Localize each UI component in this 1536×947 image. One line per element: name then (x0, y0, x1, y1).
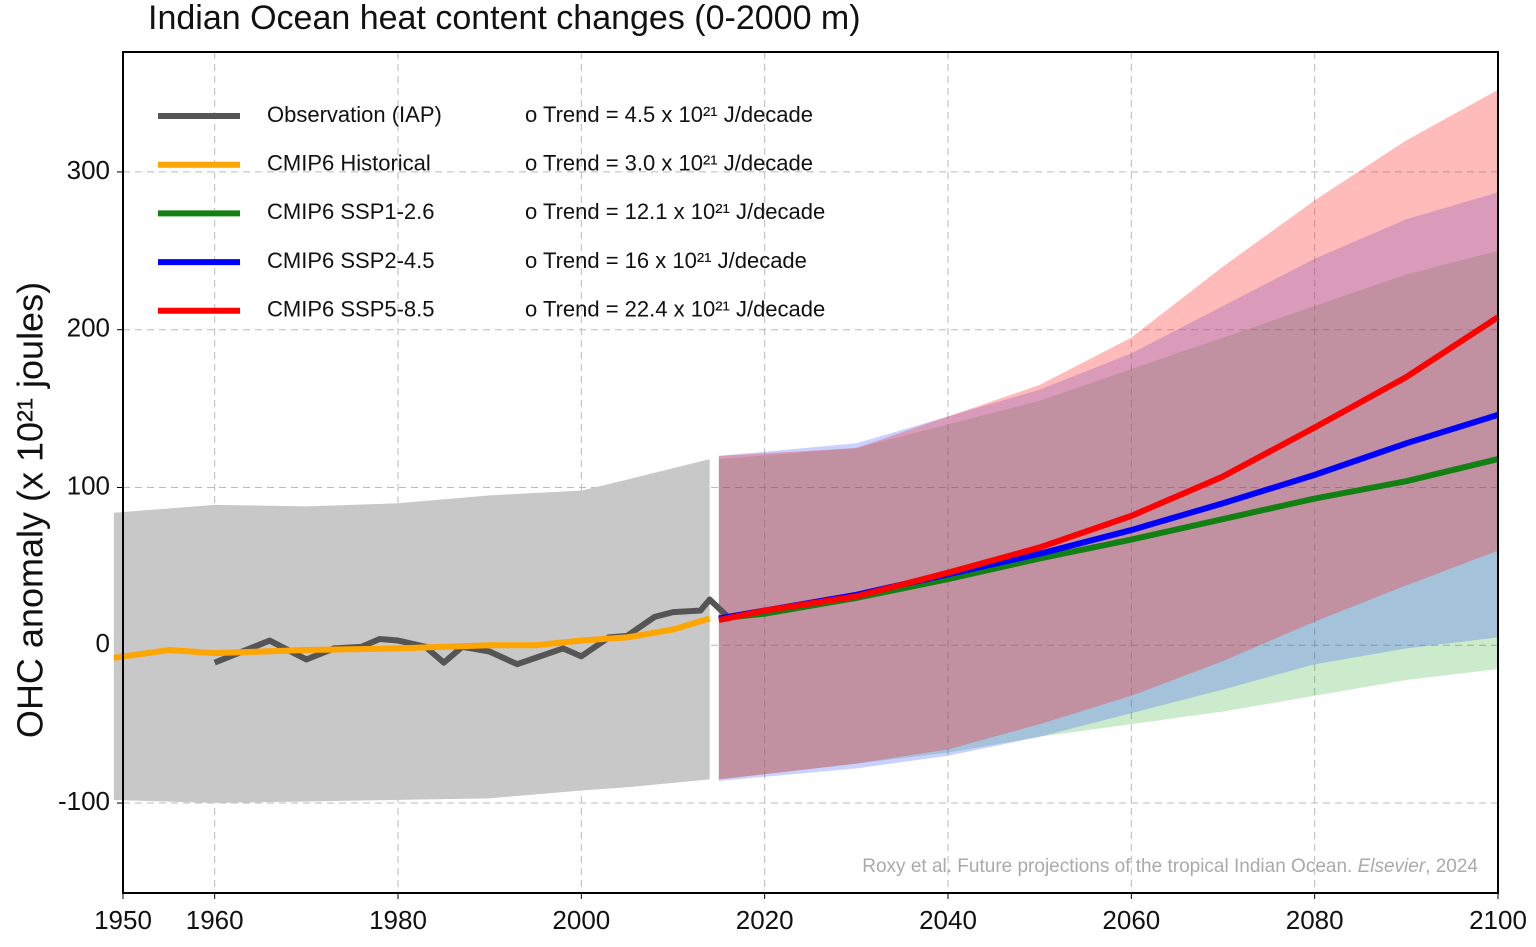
legend-label: CMIP6 SSP1-2.6 (267, 199, 435, 224)
credit: Roxy et al. Future projections of the tr… (862, 856, 1478, 877)
x-tick-label: 2020 (736, 905, 794, 935)
uncertainty-band (718, 192, 1498, 781)
legend-trend: o Trend = 16 x 10²¹ J/decade (525, 248, 807, 273)
x-tick-label: 2040 (919, 905, 977, 935)
credit-part: Elsevier (1358, 856, 1426, 877)
legend-trend: o Trend = 3.0 x 10²¹ J/decade (525, 151, 813, 176)
legend-trend: o Trend = 4.5 x 10²¹ J/decade (525, 102, 813, 127)
credit-part: , 2024 (1425, 856, 1478, 877)
legend-label: CMIP6 SSP5-8.5 (267, 297, 435, 322)
data-line (113, 615, 711, 661)
x-tick-label: 2000 (552, 905, 610, 935)
y-axis-label: OHC anomaly (x 10²¹ joules) (10, 282, 51, 738)
uncertainty-band (113, 459, 710, 804)
x-tick-label: 2060 (1102, 905, 1160, 935)
legend-label: CMIP6 SSP2-4.5 (267, 248, 435, 273)
data-line (718, 314, 1500, 623)
legend-trend: o Trend = 12.1 x 10²¹ J/decade (525, 199, 825, 224)
y-tick-label: 0 (96, 628, 110, 658)
x-tick-label: 1950 (94, 905, 152, 935)
x-tick-label: 2100 (1469, 905, 1527, 935)
y-tick-label: -100 (58, 786, 110, 816)
y-tick-label: 200 (67, 313, 110, 343)
uncertainty-band (718, 250, 1498, 780)
legend-label: CMIP6 Historical (267, 151, 431, 176)
uncertainty-band (718, 89, 1498, 780)
plot-frame (122, 51, 1499, 894)
legend-label: Observation (IAP) (267, 102, 442, 127)
legend-trend: o Trend = 22.4 x 10²¹ J/decade (525, 297, 825, 322)
credit-part: Roxy et al. Future projections of the tr… (862, 856, 1357, 877)
y-tick-label: 100 (67, 470, 110, 500)
x-tick-label: 1980 (369, 905, 427, 935)
y-tick-label: 300 (67, 155, 110, 185)
x-tick-label: 2080 (1286, 905, 1344, 935)
chart-title: Indian Ocean heat content changes (0-200… (148, 0, 861, 37)
x-tick-label: 1960 (186, 905, 244, 935)
